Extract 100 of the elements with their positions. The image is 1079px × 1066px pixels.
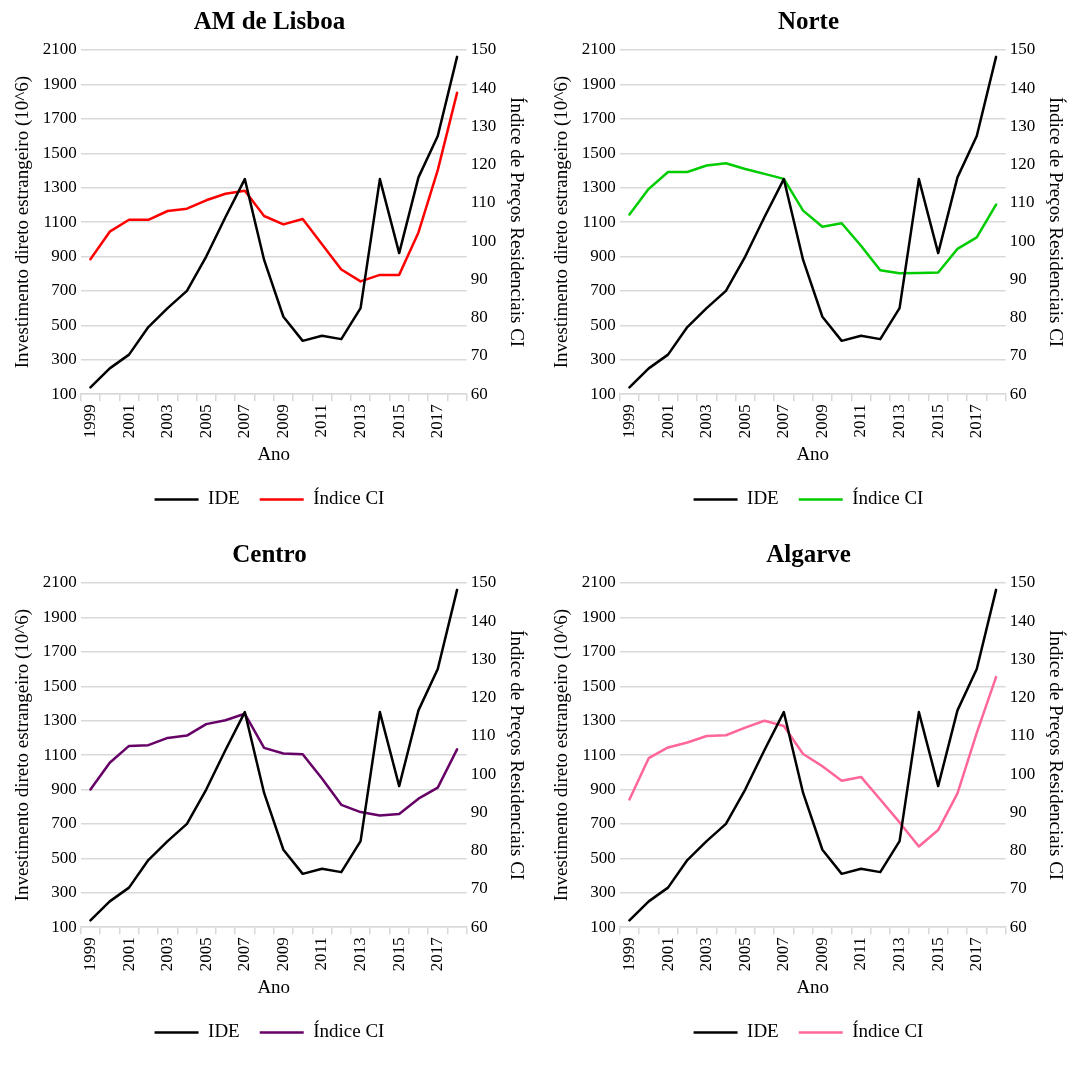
y2-tick-label: 70 <box>1009 878 1027 898</box>
y2-tick-label: 120 <box>470 687 497 707</box>
y-tick-label: 1900 <box>581 606 616 626</box>
x-tick-label: 2005 <box>195 937 215 972</box>
y2-tick-label: 120 <box>470 154 497 174</box>
y2-tick-label: 90 <box>1009 801 1027 821</box>
chart-title: Algarve <box>766 540 851 568</box>
y2-tick-label: 130 <box>1009 115 1036 135</box>
y-axis-title: Investimento direto estrangeiro (10^6) <box>550 75 573 369</box>
y2-tick-label: 130 <box>470 115 497 135</box>
y-tick-label: 1100 <box>582 211 616 231</box>
x-tick-label: 1999 <box>618 937 638 972</box>
legend-label: Índice CI <box>852 487 924 509</box>
legend-label: IDE <box>747 487 779 509</box>
y-tick-label: 500 <box>590 847 616 867</box>
x-tick-label: 2005 <box>734 404 754 439</box>
x-tick-label: 2013 <box>889 937 909 972</box>
y2-tick-label: 140 <box>470 77 497 97</box>
y-tick-label: 100 <box>51 916 77 936</box>
y-tick-label: 300 <box>51 882 77 902</box>
y2-tick-label: 150 <box>1009 39 1036 59</box>
y-tick-label: 100 <box>590 916 616 936</box>
y2-tick-label: 80 <box>1009 840 1027 860</box>
y-tick-label: 2100 <box>42 39 77 59</box>
x-tick-label: 2003 <box>157 404 177 439</box>
x-tick-label: 2017 <box>427 403 447 439</box>
y-tick-label: 2100 <box>42 572 77 592</box>
y-tick-label: 2100 <box>581 572 616 592</box>
x-tick-label: 2015 <box>927 937 947 972</box>
y2-tick-label: 70 <box>470 345 488 365</box>
x-tick-label: 2001 <box>118 937 138 972</box>
y2-tick-label: 60 <box>1009 916 1027 936</box>
y2-tick-label: 60 <box>1009 383 1027 403</box>
y-tick-label: 900 <box>51 778 77 798</box>
y-tick-label: 300 <box>590 349 616 369</box>
x-tick-label: 2009 <box>272 404 292 439</box>
x-tick-label: 2011 <box>850 404 870 438</box>
x-tick-label: 2013 <box>350 937 370 972</box>
y-tick-label: 700 <box>590 280 616 300</box>
y2-tick-label: 80 <box>470 840 488 860</box>
x-tick-label: 2009 <box>272 937 292 972</box>
y2-tick-label: 130 <box>470 648 497 668</box>
chart-title: Norte <box>777 7 840 35</box>
chart-title: Centro <box>232 540 307 568</box>
x-tick-label: 2015 <box>388 404 408 439</box>
x-tick-label: 2009 <box>811 404 831 439</box>
legend-label: IDE <box>747 1020 779 1042</box>
y2-tick-label: 110 <box>1009 725 1035 745</box>
legend-label: Índice CI <box>313 1020 385 1042</box>
x-tick-label: 2015 <box>388 937 408 972</box>
y2-tick-label: 60 <box>470 383 488 403</box>
x-tick-label: 2007 <box>773 403 793 439</box>
y2-tick-label: 110 <box>1009 192 1035 212</box>
y-tick-label: 900 <box>51 245 77 265</box>
x-tick-label: 2005 <box>734 937 754 972</box>
y2-tick-label: 110 <box>470 192 496 212</box>
x-axis-title: Ano <box>257 442 291 464</box>
y2-tick-label: 120 <box>1009 154 1036 174</box>
x-tick-label: 2001 <box>118 404 138 439</box>
y-tick-label: 700 <box>51 813 77 833</box>
y-tick-label: 1700 <box>581 641 616 661</box>
y-tick-label: 1500 <box>581 675 616 695</box>
y-tick-label: 700 <box>51 280 77 300</box>
x-tick-label: 2001 <box>657 937 677 972</box>
y-tick-label: 100 <box>590 383 616 403</box>
y-tick-label: 1700 <box>42 641 77 661</box>
x-tick-label: 2005 <box>195 404 215 439</box>
y2-axis-title: Índice de Preços Residenciais CI <box>506 97 528 348</box>
y2-tick-label: 100 <box>1009 230 1036 250</box>
x-tick-label: 2015 <box>927 404 947 439</box>
y-tick-label: 1100 <box>582 744 616 764</box>
y-tick-label: 500 <box>590 314 616 334</box>
y2-tick-label: 100 <box>470 230 497 250</box>
x-axis-title: Ano <box>257 975 291 997</box>
y2-tick-label: 150 <box>470 39 497 59</box>
legend-label: Índice CI <box>852 1020 924 1042</box>
x-tick-label: 2011 <box>850 937 870 971</box>
y2-tick-label: 110 <box>470 725 496 745</box>
y-tick-label: 1100 <box>43 744 77 764</box>
y2-tick-label: 140 <box>1009 610 1036 630</box>
y-tick-label: 500 <box>51 847 77 867</box>
y-tick-label: 2100 <box>581 39 616 59</box>
x-tick-label: 2013 <box>889 404 909 439</box>
y2-tick-label: 70 <box>470 878 488 898</box>
y2-axis-title: Índice de Preços Residenciais CI <box>1045 630 1067 881</box>
x-tick-label: 1999 <box>618 404 638 439</box>
y-axis-title: Investimento direto estrangeiro (10^6) <box>11 75 34 369</box>
x-tick-label: 2007 <box>234 936 254 972</box>
y-tick-label: 100 <box>51 383 77 403</box>
y-tick-label: 500 <box>51 314 77 334</box>
x-axis-title: Ano <box>796 975 830 997</box>
y-tick-label: 1300 <box>42 710 77 730</box>
x-tick-label: 1999 <box>79 937 99 972</box>
x-axis-title: Ano <box>796 442 830 464</box>
x-tick-label: 2017 <box>966 403 986 439</box>
y2-tick-label: 70 <box>1009 345 1027 365</box>
y-tick-label: 1500 <box>42 675 77 695</box>
y-axis-title: Investimento direto estrangeiro (10^6) <box>11 608 34 902</box>
y-tick-label: 1300 <box>581 177 616 197</box>
x-tick-label: 2003 <box>157 937 177 972</box>
